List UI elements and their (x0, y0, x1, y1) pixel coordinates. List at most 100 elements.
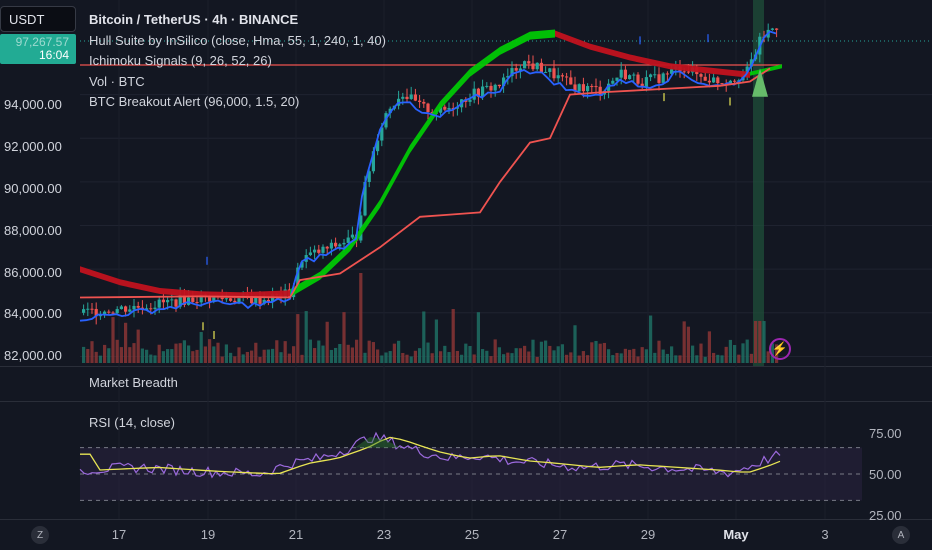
candle (577, 84, 581, 92)
volume-bar (451, 309, 455, 363)
volume-bar (191, 351, 195, 363)
candle (220, 296, 224, 300)
volume-bar (342, 312, 346, 363)
candle (657, 74, 661, 83)
indicator-breakout-alert[interactable]: BTC Breakout Alert (96,000, 1.5, 20) (89, 94, 300, 109)
candle (653, 74, 657, 76)
candle (699, 74, 703, 77)
candle (481, 86, 485, 97)
volume-bar (82, 346, 86, 363)
volume-bar (208, 339, 212, 363)
bar-countdown: 16:04 (38, 48, 69, 62)
candle (82, 309, 86, 313)
candle (329, 242, 333, 249)
volume-bar (283, 341, 287, 363)
volume-bar (691, 345, 695, 363)
lightning-icon[interactable]: ⚡ (769, 338, 791, 360)
candle (199, 294, 203, 303)
candle (363, 181, 367, 216)
volume-bar (665, 353, 669, 363)
volume-bar (682, 321, 686, 363)
breakout-highlight (753, 0, 764, 366)
volume-bar (476, 312, 480, 363)
volume-bar (124, 322, 128, 363)
volume-bar (321, 345, 325, 363)
candle (514, 68, 518, 71)
candle (367, 171, 371, 182)
volume-bar (98, 355, 102, 363)
volume-bar (355, 339, 359, 363)
volume-bar (523, 345, 527, 363)
candle (749, 59, 753, 67)
volume-bar (271, 348, 275, 363)
volume-bar (619, 353, 623, 363)
candle (380, 127, 384, 141)
volume-bar (296, 314, 300, 363)
candle (149, 308, 153, 310)
candle (489, 85, 493, 91)
candle (229, 298, 233, 301)
market-breadth-title[interactable]: Market Breadth (89, 375, 178, 390)
volume-bar (720, 355, 724, 363)
candle (115, 309, 119, 314)
volume-bar (569, 352, 573, 363)
candle (98, 314, 102, 317)
symbol-title[interactable]: Bitcoin / TetherUS · 4h · BINANCE (89, 12, 299, 27)
candle (535, 62, 539, 70)
candle (716, 77, 720, 84)
volume-bar (262, 349, 266, 363)
zoom-reset-icon[interactable]: Z (31, 526, 49, 544)
volume-bar (363, 352, 367, 363)
currency-button[interactable]: USDT (0, 6, 76, 32)
candle (493, 84, 497, 91)
volume-bar (376, 349, 380, 363)
volume-bar (250, 350, 254, 363)
candle (321, 246, 325, 253)
hull-band-down (80, 266, 290, 299)
candle (510, 68, 514, 77)
candle (636, 74, 640, 84)
candle (250, 297, 254, 304)
volume-bar (409, 356, 413, 363)
indicator-ichimoku[interactable]: Ichimoku Signals (9, 26, 52, 26) (89, 53, 272, 68)
candle (174, 299, 178, 307)
price-tick: 90,000.00 (4, 181, 62, 196)
candle (388, 108, 392, 114)
volume-bar (119, 347, 123, 363)
candle (128, 309, 132, 312)
candle (611, 80, 615, 84)
volume-bar (229, 352, 233, 363)
candle (619, 69, 623, 78)
candle (237, 297, 241, 303)
candle (590, 86, 594, 88)
time-tick: 29 (640, 527, 656, 542)
candle (682, 71, 686, 73)
candle (733, 80, 737, 82)
time-tick: 3 (821, 527, 829, 542)
volume-bar (388, 351, 392, 363)
time-tick: 25 (464, 527, 480, 542)
volume-bar (565, 354, 569, 363)
volume-bar (527, 351, 531, 363)
indicator-volume[interactable]: Vol · BTC (89, 73, 145, 89)
volume-bar (703, 356, 707, 363)
indicator-hull-suite[interactable]: Hull Suite by InSilico (close, Hma, 55, … (89, 32, 386, 48)
rsi-title[interactable]: RSI (14, close) (89, 415, 175, 430)
candle (607, 83, 611, 91)
candle (418, 100, 422, 102)
auto-scale-icon[interactable]: A (892, 526, 910, 544)
candle (317, 249, 321, 253)
candle (258, 295, 262, 304)
volume-bar (653, 352, 657, 363)
volume-bar (334, 347, 338, 363)
candle (300, 261, 304, 268)
volume-bar (157, 344, 161, 363)
volume-bar (199, 332, 203, 363)
volume-bar (502, 354, 506, 363)
price-tick: 82,000.00 (4, 348, 62, 363)
candle (371, 151, 375, 172)
volume-bar (531, 339, 535, 363)
candle (224, 298, 228, 300)
